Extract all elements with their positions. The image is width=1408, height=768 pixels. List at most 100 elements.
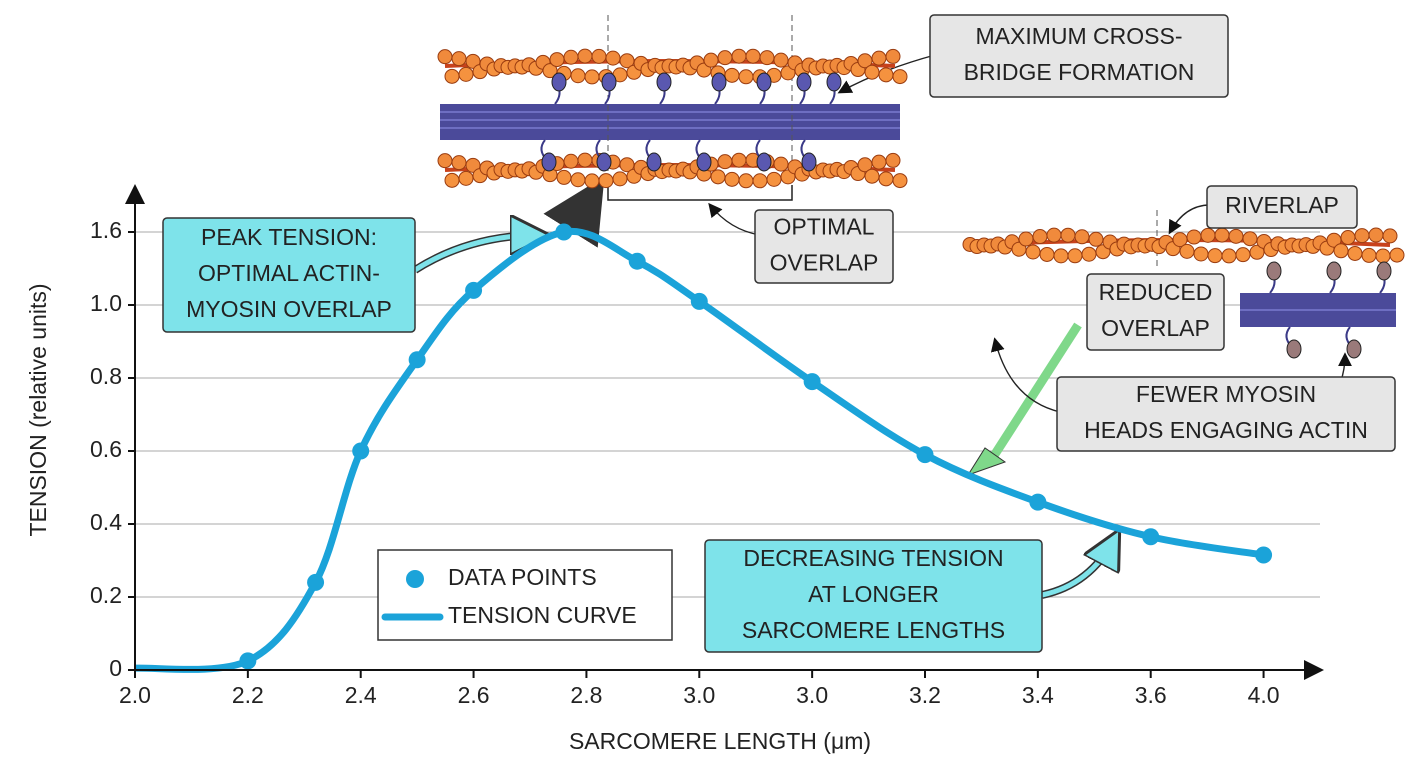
data-point — [465, 281, 483, 299]
actin-bead — [1018, 231, 1034, 247]
actin-bead — [584, 173, 600, 189]
actin-bead — [1242, 231, 1258, 247]
actin-bead — [1235, 247, 1251, 263]
actin-bead — [717, 154, 733, 170]
legend-label: TENSION CURVE — [448, 602, 637, 628]
plot — [134, 223, 1273, 673]
x-tick-label: 2.6 — [458, 682, 490, 708]
myosin-head — [826, 72, 842, 92]
actin-bead — [738, 69, 754, 85]
actin-bead — [1389, 247, 1405, 263]
actin-bead — [1088, 231, 1104, 247]
actin-bead — [731, 152, 747, 168]
myosin-head — [1266, 261, 1282, 281]
data-point — [239, 652, 257, 670]
actin-bead — [1053, 248, 1069, 264]
actin-bead — [871, 50, 887, 66]
myosin-head — [756, 152, 772, 172]
actin-bead — [1375, 248, 1391, 264]
y-tick-label: 0.6 — [90, 436, 122, 462]
actin-bead — [1074, 229, 1090, 245]
actin-bead — [570, 172, 586, 188]
data-point — [307, 573, 325, 591]
annotation-box — [704, 539, 1043, 653]
data-point — [1029, 493, 1047, 511]
actin-bead — [1354, 228, 1370, 244]
myosin-head — [801, 152, 817, 172]
actin-bead — [1193, 246, 1209, 262]
x-tick-label: 3.0 — [796, 682, 828, 708]
actin-bead — [1340, 230, 1356, 246]
tension-curve — [134, 227, 1265, 673]
annotation-text: REDUCED — [1099, 279, 1213, 305]
annotation-text: DECREASING TENSION — [743, 545, 1003, 571]
y-tick-label: 1.6 — [90, 217, 122, 243]
annotation-text: MYOSIN OVERLAP — [186, 296, 392, 322]
actin-bead — [1011, 241, 1027, 257]
data-point — [555, 223, 573, 241]
data-point — [352, 442, 370, 460]
annotation-text: SARCOMERE LENGTHS — [742, 617, 1005, 643]
actin-bead — [892, 173, 908, 189]
actin-bead — [864, 64, 880, 80]
annotation-text: MAXIMUM CROSS- — [976, 23, 1183, 49]
myosin-head — [796, 72, 812, 92]
actin-bead — [773, 156, 789, 172]
annotation-box — [162, 217, 416, 333]
x-tick-label: 2.2 — [232, 682, 264, 708]
annotation-text: AT LONGER — [808, 581, 939, 607]
annotation-box — [754, 209, 894, 284]
actin-bead — [892, 69, 908, 85]
myosin-head — [1286, 339, 1302, 359]
annotation-text: OPTIMAL — [774, 214, 875, 240]
y-tick-label: 1.0 — [90, 290, 122, 316]
actin-bead — [584, 69, 600, 85]
actin-bead — [710, 169, 726, 185]
actin-bead — [1361, 247, 1377, 263]
actin-bead — [1039, 246, 1055, 262]
x-tick-label: 2.4 — [345, 682, 377, 708]
actin-bead — [451, 155, 467, 171]
annotation-text: OVERLAP — [1101, 315, 1210, 341]
myosin-head — [551, 72, 567, 92]
actin-bead — [871, 154, 887, 170]
annotation-text: HEADS ENGAGING ACTIN — [1084, 417, 1368, 443]
actin-bead — [766, 171, 782, 187]
actin-bead — [542, 63, 558, 79]
actin-bead — [759, 50, 775, 66]
myosin-head — [1346, 339, 1362, 359]
annotation-text: FEWER MYOSIN — [1136, 381, 1316, 407]
data-point — [916, 446, 934, 464]
myosin-head — [596, 152, 612, 172]
myosin-head — [541, 152, 557, 172]
actin-bead — [458, 170, 474, 186]
actin-bead — [458, 66, 474, 82]
actin-bead — [451, 51, 467, 67]
actin-bead — [1249, 244, 1265, 260]
annotation-box — [1086, 273, 1225, 351]
myosin-head — [696, 152, 712, 172]
actin-bead — [717, 50, 733, 66]
actin-bead — [864, 168, 880, 184]
myosin-head — [711, 72, 727, 92]
actin-bead — [444, 68, 460, 84]
actin-bead — [752, 173, 768, 189]
myosin-filament — [440, 104, 900, 140]
actin-bead — [885, 152, 901, 168]
actin-bead — [437, 49, 453, 65]
actin-bead — [556, 169, 572, 185]
actin-bead — [570, 68, 586, 84]
actin-bead — [1221, 248, 1237, 264]
annotation-text: PEAK TENSION: — [201, 224, 377, 250]
annotation-box — [929, 14, 1229, 98]
y-axis-label: TENSION (relative units) — [25, 283, 51, 536]
x-tick-label: 4.0 — [1248, 682, 1280, 708]
myosin-head — [601, 72, 617, 92]
actin-bead — [773, 52, 789, 68]
myosin-lines — [440, 111, 900, 129]
actin-bead — [1060, 227, 1076, 243]
y-tick-label: 0.2 — [90, 582, 122, 608]
actin-bead — [577, 48, 593, 64]
actin-bead — [738, 173, 754, 189]
